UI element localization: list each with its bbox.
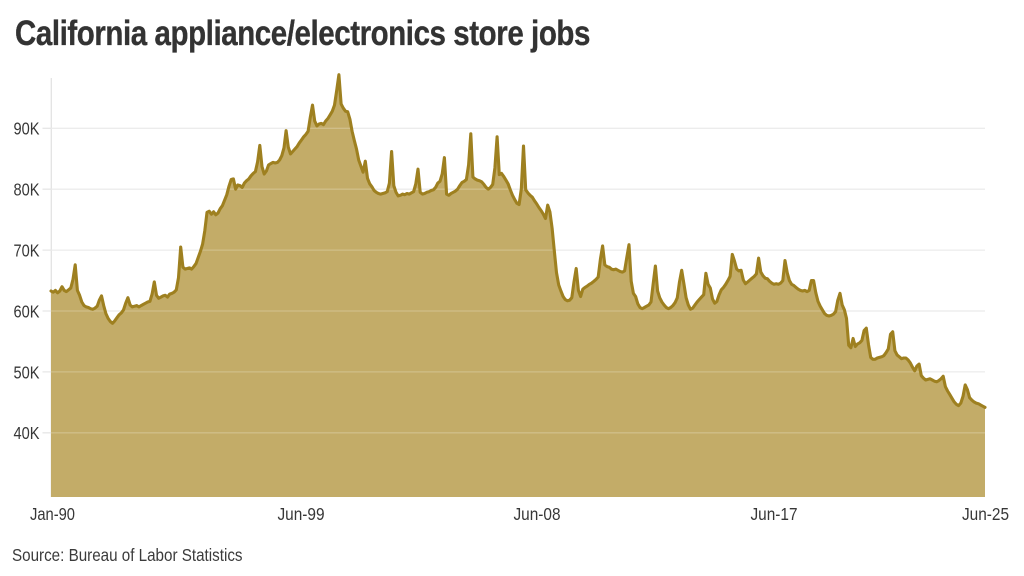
svg-text:Jun-17: Jun-17 (751, 504, 798, 524)
svg-text:80K: 80K (14, 180, 40, 200)
svg-text:60K: 60K (14, 301, 40, 321)
svg-text:40K: 40K (14, 423, 40, 443)
svg-text:Jun-08: Jun-08 (514, 504, 561, 524)
svg-text:70K: 70K (14, 241, 40, 261)
svg-text:50K: 50K (14, 362, 40, 382)
svg-text:Jan-90: Jan-90 (30, 504, 75, 524)
svg-text:90K: 90K (14, 119, 40, 139)
svg-text:Jun-99: Jun-99 (278, 504, 325, 524)
svg-text:Jun-25: Jun-25 (962, 504, 1009, 524)
